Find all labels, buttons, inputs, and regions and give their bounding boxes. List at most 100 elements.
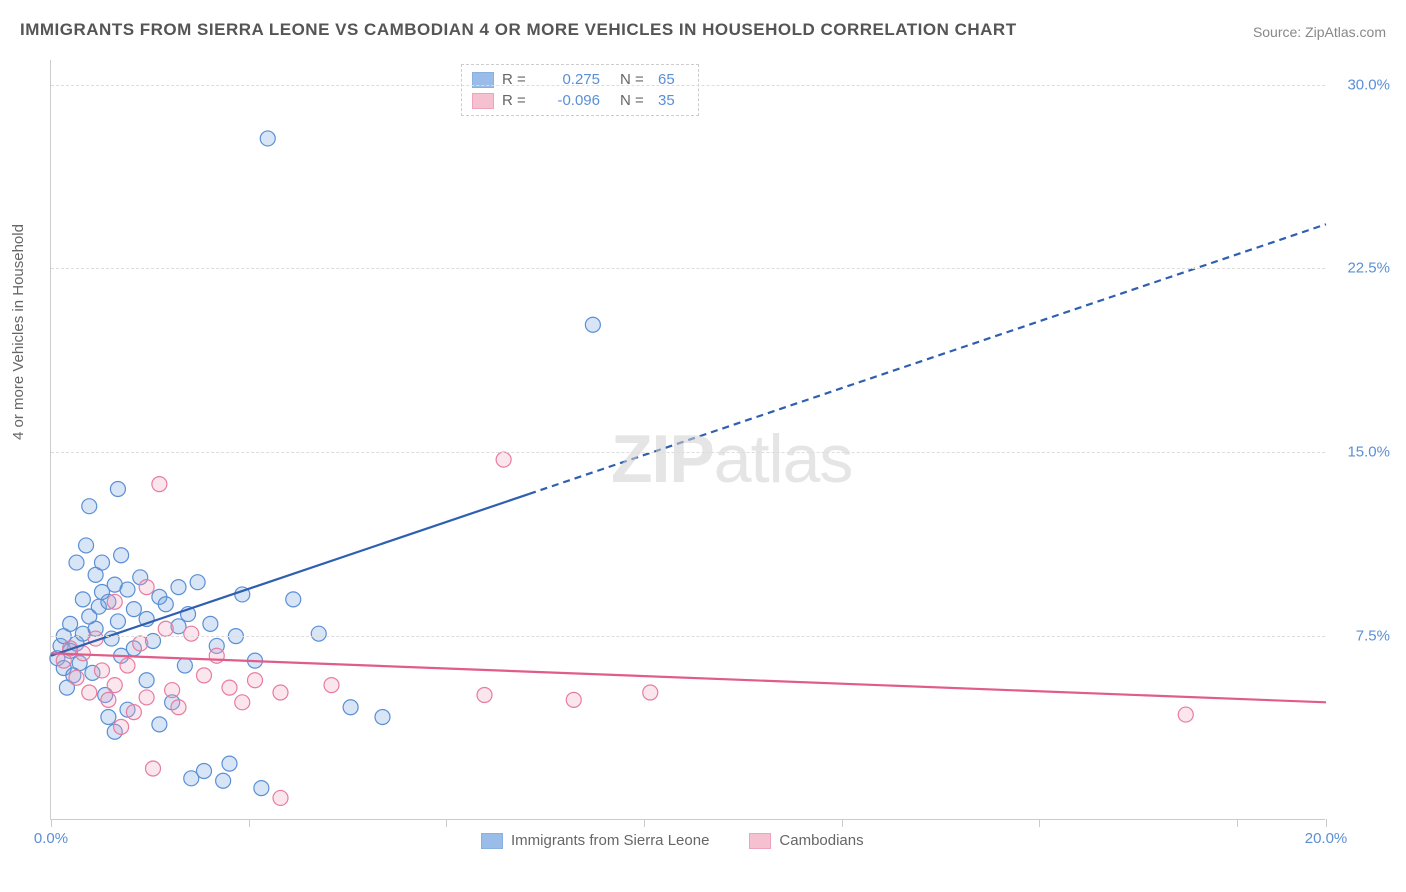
scatter-point bbox=[69, 555, 84, 570]
scatter-point bbox=[273, 790, 288, 805]
legend-item-series2: Cambodians bbox=[749, 832, 863, 849]
scatter-point bbox=[114, 548, 129, 563]
chart-area: ZIPatlas R = 0.275 N = 65 R = -0.096 N =… bbox=[50, 60, 1325, 820]
scatter-point bbox=[343, 700, 358, 715]
y-tick-label: 22.5% bbox=[1347, 260, 1390, 277]
r-value-series2: -0.096 bbox=[540, 92, 600, 109]
scatter-point bbox=[496, 452, 511, 467]
legend-row-series1: R = 0.275 N = 65 bbox=[472, 69, 688, 90]
scatter-point bbox=[75, 592, 90, 607]
y-tick-label: 30.0% bbox=[1347, 76, 1390, 93]
scatter-point bbox=[177, 658, 192, 673]
scatter-point bbox=[171, 700, 186, 715]
chart-title: IMMIGRANTS FROM SIERRA LEONE VS CAMBODIA… bbox=[20, 20, 1017, 40]
scatter-point bbox=[477, 687, 492, 702]
scatter-point bbox=[158, 597, 173, 612]
y-axis-label: 4 or more Vehicles in Household bbox=[10, 224, 27, 440]
scatter-point bbox=[79, 538, 94, 553]
scatter-point bbox=[311, 626, 326, 641]
scatter-point bbox=[248, 673, 263, 688]
gridline bbox=[51, 452, 1325, 453]
scatter-point bbox=[126, 602, 141, 617]
scatter-point bbox=[82, 685, 97, 700]
scatter-point bbox=[110, 482, 125, 497]
legend-item-series1: Immigrants from Sierra Leone bbox=[481, 832, 709, 849]
scatter-point bbox=[260, 131, 275, 146]
scatter-point bbox=[222, 680, 237, 695]
n-label: N = bbox=[620, 92, 650, 109]
scatter-point bbox=[197, 668, 212, 683]
scatter-point bbox=[107, 678, 122, 693]
scatter-point bbox=[235, 695, 250, 710]
scatter-point bbox=[63, 616, 78, 631]
x-tick bbox=[51, 819, 52, 827]
series2-label: Cambodians bbox=[779, 832, 863, 849]
scatter-point bbox=[95, 663, 110, 678]
scatter-point bbox=[101, 710, 116, 725]
swatch-series1 bbox=[481, 833, 503, 849]
scatter-point bbox=[566, 692, 581, 707]
y-tick-label: 7.5% bbox=[1356, 628, 1390, 645]
gridline bbox=[51, 85, 1325, 86]
scatter-point bbox=[190, 575, 205, 590]
gridline bbox=[51, 636, 1325, 637]
x-tick-label: 20.0% bbox=[1305, 830, 1348, 847]
x-tick bbox=[644, 819, 645, 827]
scatter-point bbox=[110, 614, 125, 629]
trend-line-dashed bbox=[529, 224, 1326, 494]
correlation-legend: R = 0.275 N = 65 R = -0.096 N = 35 bbox=[461, 64, 699, 116]
x-tick bbox=[446, 819, 447, 827]
swatch-series2 bbox=[472, 93, 494, 109]
scatter-point bbox=[152, 717, 167, 732]
swatch-series2 bbox=[749, 833, 771, 849]
scatter-point bbox=[107, 594, 122, 609]
scatter-point bbox=[146, 761, 161, 776]
scatter-point bbox=[222, 756, 237, 771]
scatter-point bbox=[324, 678, 339, 693]
scatter-point bbox=[133, 636, 148, 651]
scatter-point bbox=[375, 710, 390, 725]
scatter-point bbox=[184, 626, 199, 641]
scatter-point bbox=[120, 582, 135, 597]
y-tick-label: 15.0% bbox=[1347, 444, 1390, 461]
n-value-series2: 35 bbox=[658, 92, 688, 109]
scatter-point bbox=[95, 555, 110, 570]
x-tick bbox=[842, 819, 843, 827]
scatter-point bbox=[585, 317, 600, 332]
scatter-point bbox=[139, 580, 154, 595]
source-text: Source: ZipAtlas.com bbox=[1253, 24, 1386, 40]
scatter-point bbox=[158, 621, 173, 636]
scatter-point bbox=[254, 781, 269, 796]
x-tick bbox=[1326, 819, 1327, 827]
x-tick bbox=[249, 819, 250, 827]
scatter-point bbox=[152, 477, 167, 492]
x-tick bbox=[1237, 819, 1238, 827]
scatter-point bbox=[139, 673, 154, 688]
scatter-point bbox=[216, 773, 231, 788]
scatter-point bbox=[1178, 707, 1193, 722]
scatter-point bbox=[139, 690, 154, 705]
gridline bbox=[51, 268, 1325, 269]
trend-line-solid bbox=[51, 494, 529, 656]
x-tick-label: 0.0% bbox=[34, 830, 68, 847]
scatter-point bbox=[114, 719, 129, 734]
legend-row-series2: R = -0.096 N = 35 bbox=[472, 90, 688, 111]
scatter-point bbox=[197, 763, 212, 778]
series-legend: Immigrants from Sierra Leone Cambodians bbox=[481, 832, 864, 849]
scatter-plot-svg bbox=[51, 60, 1325, 819]
scatter-point bbox=[171, 580, 186, 595]
scatter-point bbox=[286, 592, 301, 607]
scatter-point bbox=[126, 705, 141, 720]
scatter-point bbox=[273, 685, 288, 700]
x-tick bbox=[1039, 819, 1040, 827]
scatter-point bbox=[69, 670, 84, 685]
scatter-point bbox=[643, 685, 658, 700]
series1-label: Immigrants from Sierra Leone bbox=[511, 832, 709, 849]
r-label: R = bbox=[502, 92, 532, 109]
scatter-point bbox=[82, 499, 97, 514]
scatter-point bbox=[101, 692, 116, 707]
scatter-point bbox=[209, 648, 224, 663]
scatter-point bbox=[165, 683, 180, 698]
scatter-point bbox=[203, 616, 218, 631]
scatter-point bbox=[120, 658, 135, 673]
